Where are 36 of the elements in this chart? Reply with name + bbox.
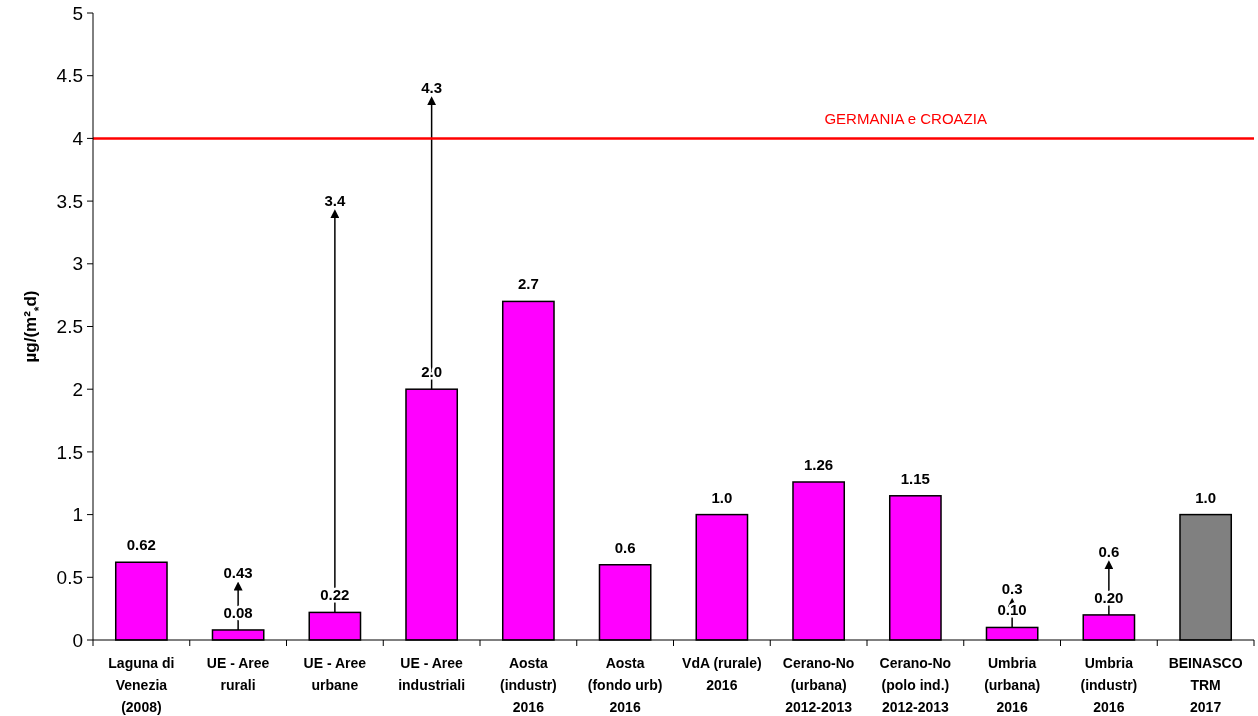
annotation: 3.4 <box>324 191 346 209</box>
x-tick-label: VdA (rurale) 2016 <box>682 655 762 693</box>
x-tick-label: Laguna di Venezia (2008) <box>108 655 175 715</box>
y-tick-label: 0 <box>72 629 83 651</box>
data-label: 1.15 <box>900 469 930 487</box>
y-tick-label: 1.5 <box>56 441 83 463</box>
annotation: 0.3 <box>1001 580 1023 598</box>
annotation: 0.6 <box>1098 542 1120 560</box>
y-tick-label: 2.5 <box>56 316 83 338</box>
data-label: 1.0 <box>1195 488 1217 506</box>
data-label: 0.6 <box>614 538 636 556</box>
annotation: 4.3 <box>421 78 443 96</box>
x-tick-label: UE - Aree rurali <box>206 655 270 693</box>
y-tick-label: 4.5 <box>56 65 83 87</box>
x-tick-label: Cerano-No (urbana) 2012-2013 <box>782 655 855 715</box>
data-label: 1.0 <box>711 488 733 506</box>
x-tick-label: Cerano-No (polo ind.) 2012-2013 <box>879 655 952 715</box>
y-tick-label: 5 <box>72 2 83 24</box>
y-tick-label: 2 <box>72 378 83 400</box>
x-tick-label: Aosta (industr) 2016 <box>499 655 557 715</box>
data-label: 1.26 <box>804 456 834 473</box>
x-tick-label: UE - Aree urbane <box>303 655 367 693</box>
y-tick-label: 4 <box>72 128 84 150</box>
y-tick-label: 1 <box>72 504 83 526</box>
x-tick-label: Umbria (urbana) 2016 <box>984 655 1041 715</box>
annotation: 0.43 <box>223 564 253 582</box>
x-tick-label: Aosta (fondo urb) 2016 <box>587 655 663 715</box>
x-tick-label: UE - Aree industriali <box>398 655 466 693</box>
y-tick-label: 3.5 <box>56 190 83 212</box>
x-tick-label: BEINASCO TRM 2017 <box>1168 655 1243 715</box>
data-label: 0.62 <box>126 536 156 554</box>
ref-line-label: GERMANIA e CROAZIA <box>824 110 987 128</box>
y-tick-label: 0.5 <box>56 566 83 588</box>
y-tick-label: 3 <box>72 253 83 275</box>
data-label: 2.7 <box>517 275 539 293</box>
x-tick-label: Umbria (industr) 2016 <box>1080 655 1138 715</box>
